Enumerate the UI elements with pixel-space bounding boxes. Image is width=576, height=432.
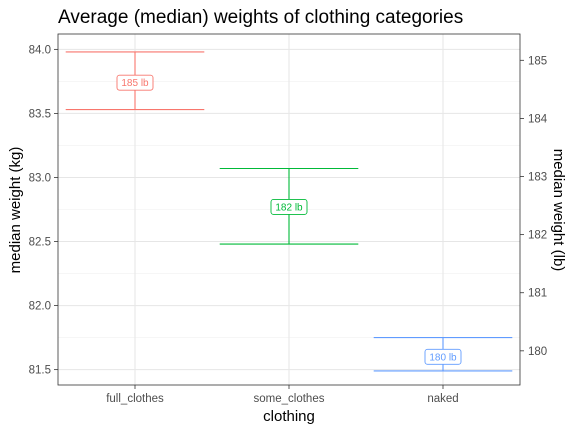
- y2-tick-label: 180: [528, 346, 547, 358]
- y2-tick-label: 182: [528, 230, 547, 242]
- y-tick-label: 82.5: [29, 237, 51, 249]
- y-tick-label: 83.0: [29, 172, 51, 184]
- y-tick-label: 82.0: [29, 301, 51, 313]
- y2-tick-label: 183: [528, 172, 547, 184]
- y2-tick-label: 185: [528, 55, 547, 67]
- x-tick-label: some_clothes: [254, 393, 325, 405]
- y2-axis-title: median weight (lb): [550, 149, 567, 272]
- x-tick-label: full_clothes: [106, 393, 164, 405]
- data-label: 180 lb: [429, 352, 457, 363]
- x-axis-title: clothing: [263, 408, 315, 425]
- chart-title: Average (median) weights of clothing cat…: [58, 7, 463, 28]
- error-bar-naked: 180 lb: [374, 338, 513, 371]
- error-bar-full_clothes: 185 lb: [66, 52, 205, 110]
- axes: 81.5 82.0 82.5 83.0 83.5 84.0 full_clothes some…: [29, 44, 548, 405]
- y-tick-label: 84.0: [29, 44, 51, 56]
- y2-tick-label: 181: [528, 288, 547, 300]
- x-tick-label: naked: [427, 393, 458, 405]
- y-tick-label: 81.5: [29, 365, 51, 377]
- y-tick-label: 83.5: [29, 108, 51, 120]
- error-bar-some_clothes: 182 lb: [220, 169, 359, 245]
- data-label: 185 lb: [121, 78, 149, 89]
- y-axis-title: median weight (kg): [7, 147, 24, 274]
- y2-tick-label: 184: [528, 113, 548, 125]
- data-label: 182 lb: [275, 202, 303, 213]
